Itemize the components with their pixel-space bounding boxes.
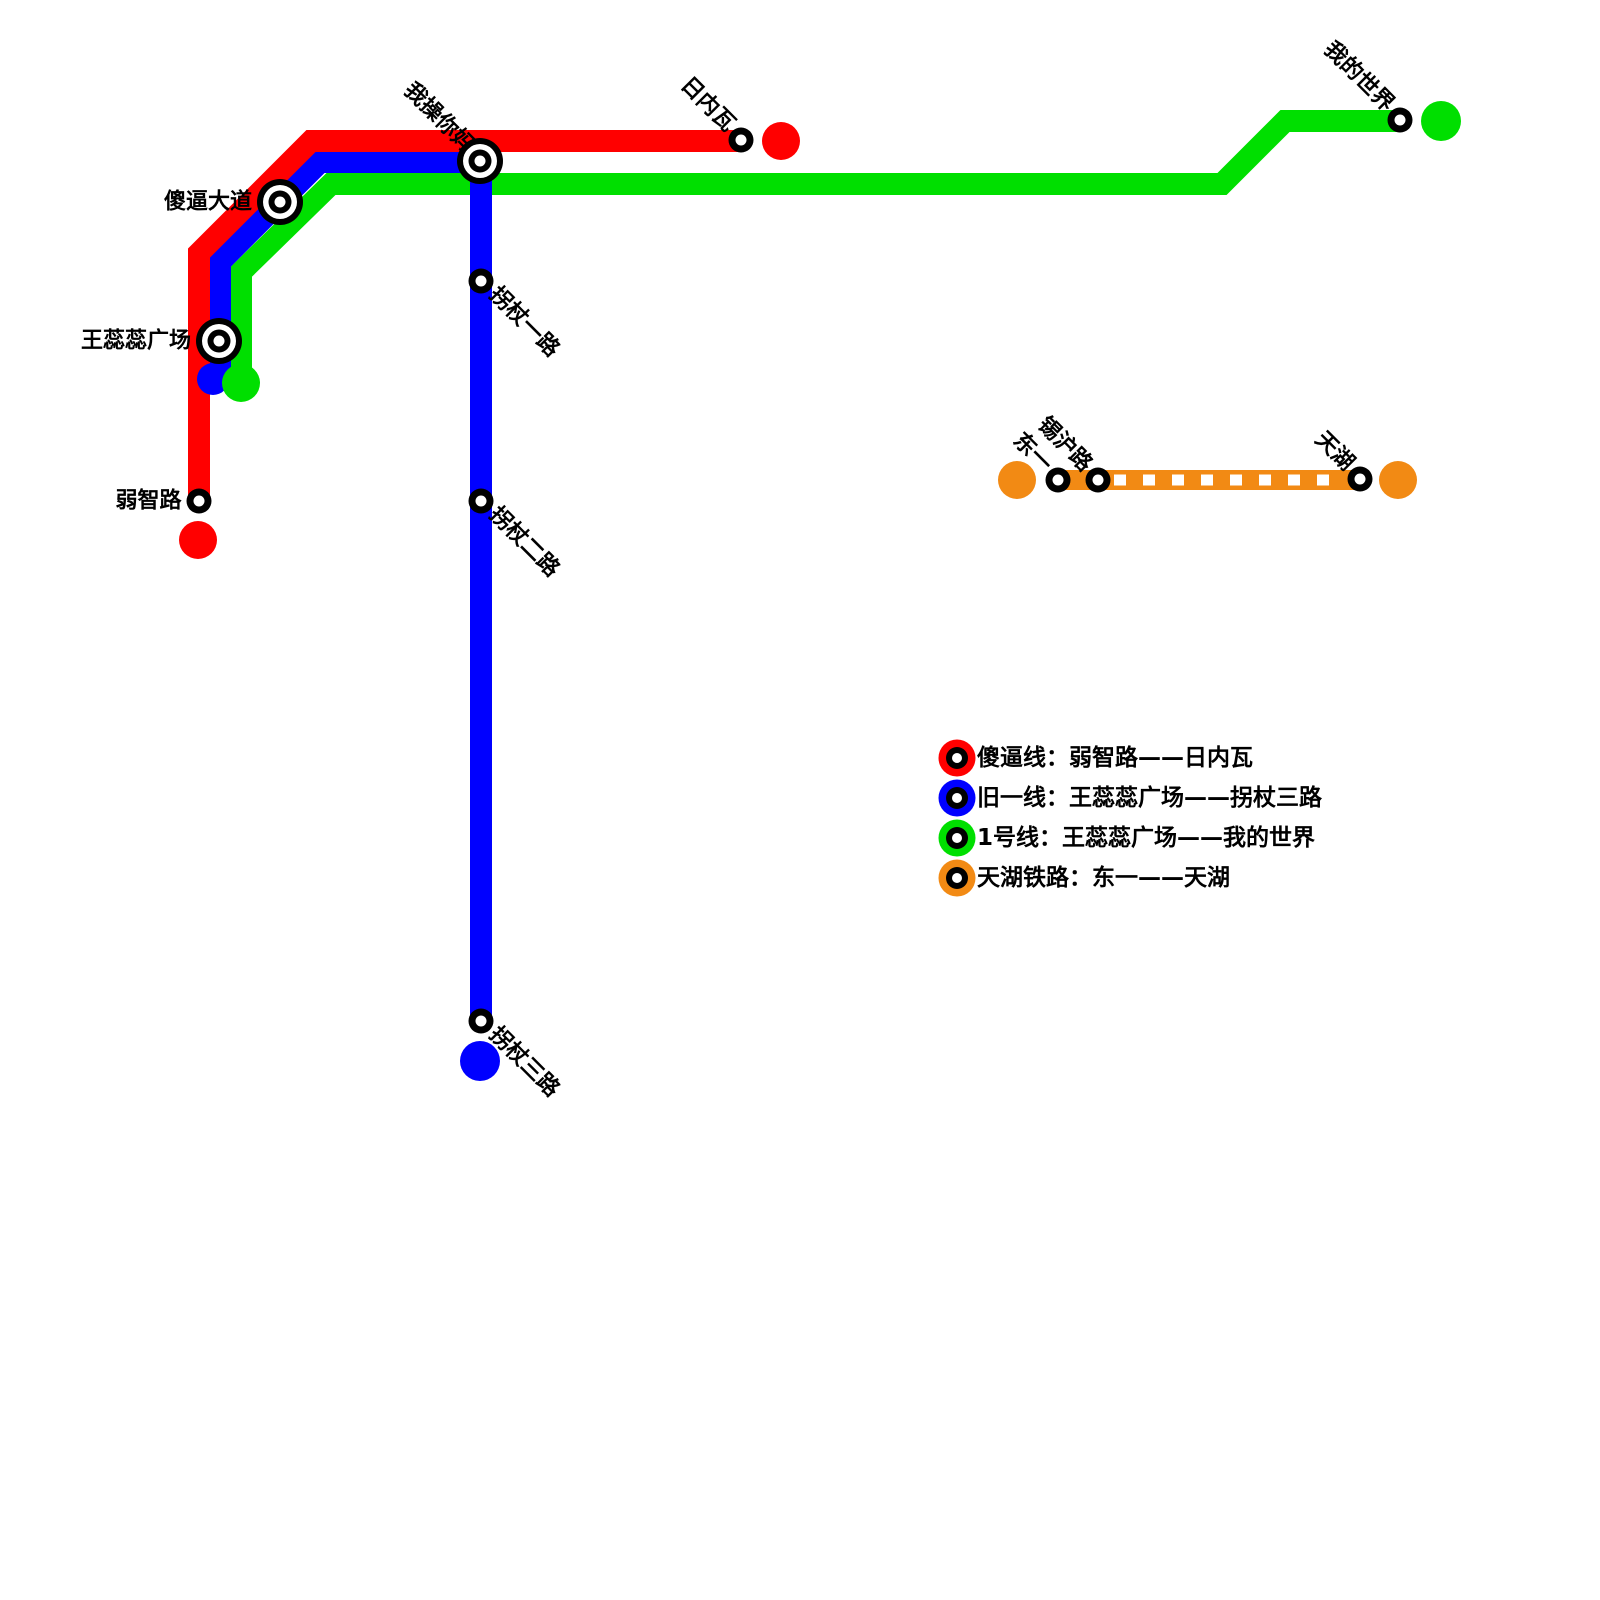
station-tianhu xyxy=(1347,466,1373,492)
legend-line-icon-blue xyxy=(952,793,962,803)
station-ruozhilu xyxy=(186,488,212,514)
station-guaizhang-yilu-ring xyxy=(475,275,487,287)
station-rineiwa xyxy=(728,127,754,153)
legend-label-orange: 天湖铁路：东一——天湖 xyxy=(977,864,1230,891)
terminus-disc-green-3 xyxy=(222,364,260,402)
station-shabi-dadao xyxy=(257,179,303,225)
terminus-disc-blue-4 xyxy=(460,1041,500,1081)
stations-layer xyxy=(186,107,1413,1034)
station-guaizhang-erlu xyxy=(468,488,494,514)
station-label-rineiwa: 日内瓦 xyxy=(675,72,739,136)
station-xihulu xyxy=(1085,467,1111,493)
station-label-guaizhang-yilu: 拐杖一路 xyxy=(484,281,565,362)
station-dongyi-ring xyxy=(1052,474,1064,486)
station-wodeshijie-ring xyxy=(1394,114,1406,126)
terminus-disc-orange-6 xyxy=(998,461,1036,499)
line-1hao-path xyxy=(230,110,1400,378)
station-wocaonima-ring xyxy=(474,155,486,167)
station-wangruirui-guangchang xyxy=(196,318,242,364)
station-guaizhang-erlu-ring xyxy=(475,495,487,507)
legend-label-red: 傻逼线：弱智路——日内瓦 xyxy=(977,744,1253,771)
terminus-disc-red-1 xyxy=(179,521,217,559)
station-xihulu-ring xyxy=(1092,474,1104,486)
station-wocaonima xyxy=(457,138,503,184)
legend-label-green: 1号线：王蕊蕊广场——我的世界 xyxy=(977,824,1315,851)
terminus-disc-red-0 xyxy=(762,122,800,160)
station-wodeshijie xyxy=(1387,107,1413,133)
station-guaizhang-yilu xyxy=(468,268,494,294)
station-dongyi xyxy=(1045,467,1071,493)
station-label-wodeshijie: 我的世界 xyxy=(1319,36,1400,117)
station-rineiwa-ring xyxy=(735,134,747,146)
station-label-shabi-dadao: 傻逼大道 xyxy=(164,189,252,215)
station-label-tianhu: 天湖 xyxy=(1310,427,1359,476)
legend-line-icon-red xyxy=(952,753,962,763)
terminus-disc-orange-7 xyxy=(1379,461,1417,499)
station-guaizhang-sanlu-ring xyxy=(475,1015,487,1027)
terminus-disc-green-5 xyxy=(1421,101,1461,141)
station-ruozhilu-ring xyxy=(193,495,205,507)
legend-row-red: 傻逼线：弱智路——日内瓦 xyxy=(938,739,1253,777)
legend-row-orange: 天湖铁路：东一——天湖 xyxy=(938,859,1230,897)
line-jiuyi-path xyxy=(209,151,492,1021)
station-shabi-dadao-ring xyxy=(274,196,286,208)
terminus-disc-blue-2 xyxy=(197,363,229,395)
legend-row-blue: 旧一线：王蕊蕊广场——拐杖三路 xyxy=(938,779,1323,817)
station-label-ruozhilu: 弱智路 xyxy=(115,488,182,514)
legend-label-blue: 旧一线：王蕊蕊广场——拐杖三路 xyxy=(977,784,1323,811)
terminus-discs-layer xyxy=(179,101,1461,1081)
station-tianhu-ring xyxy=(1354,473,1366,485)
legend-row-green: 1号线：王蕊蕊广场——我的世界 xyxy=(938,819,1315,857)
station-guaizhang-sanlu xyxy=(468,1008,494,1034)
legend-line-icon-orange xyxy=(952,873,962,883)
station-label-wangruirui-guangchang: 王蕊蕊广场 xyxy=(81,328,191,354)
station-label-guaizhang-erlu: 拐杖二路 xyxy=(484,501,565,582)
legend-line-icon-green xyxy=(952,833,962,843)
station-wangruirui-guangchang-ring xyxy=(213,335,225,347)
